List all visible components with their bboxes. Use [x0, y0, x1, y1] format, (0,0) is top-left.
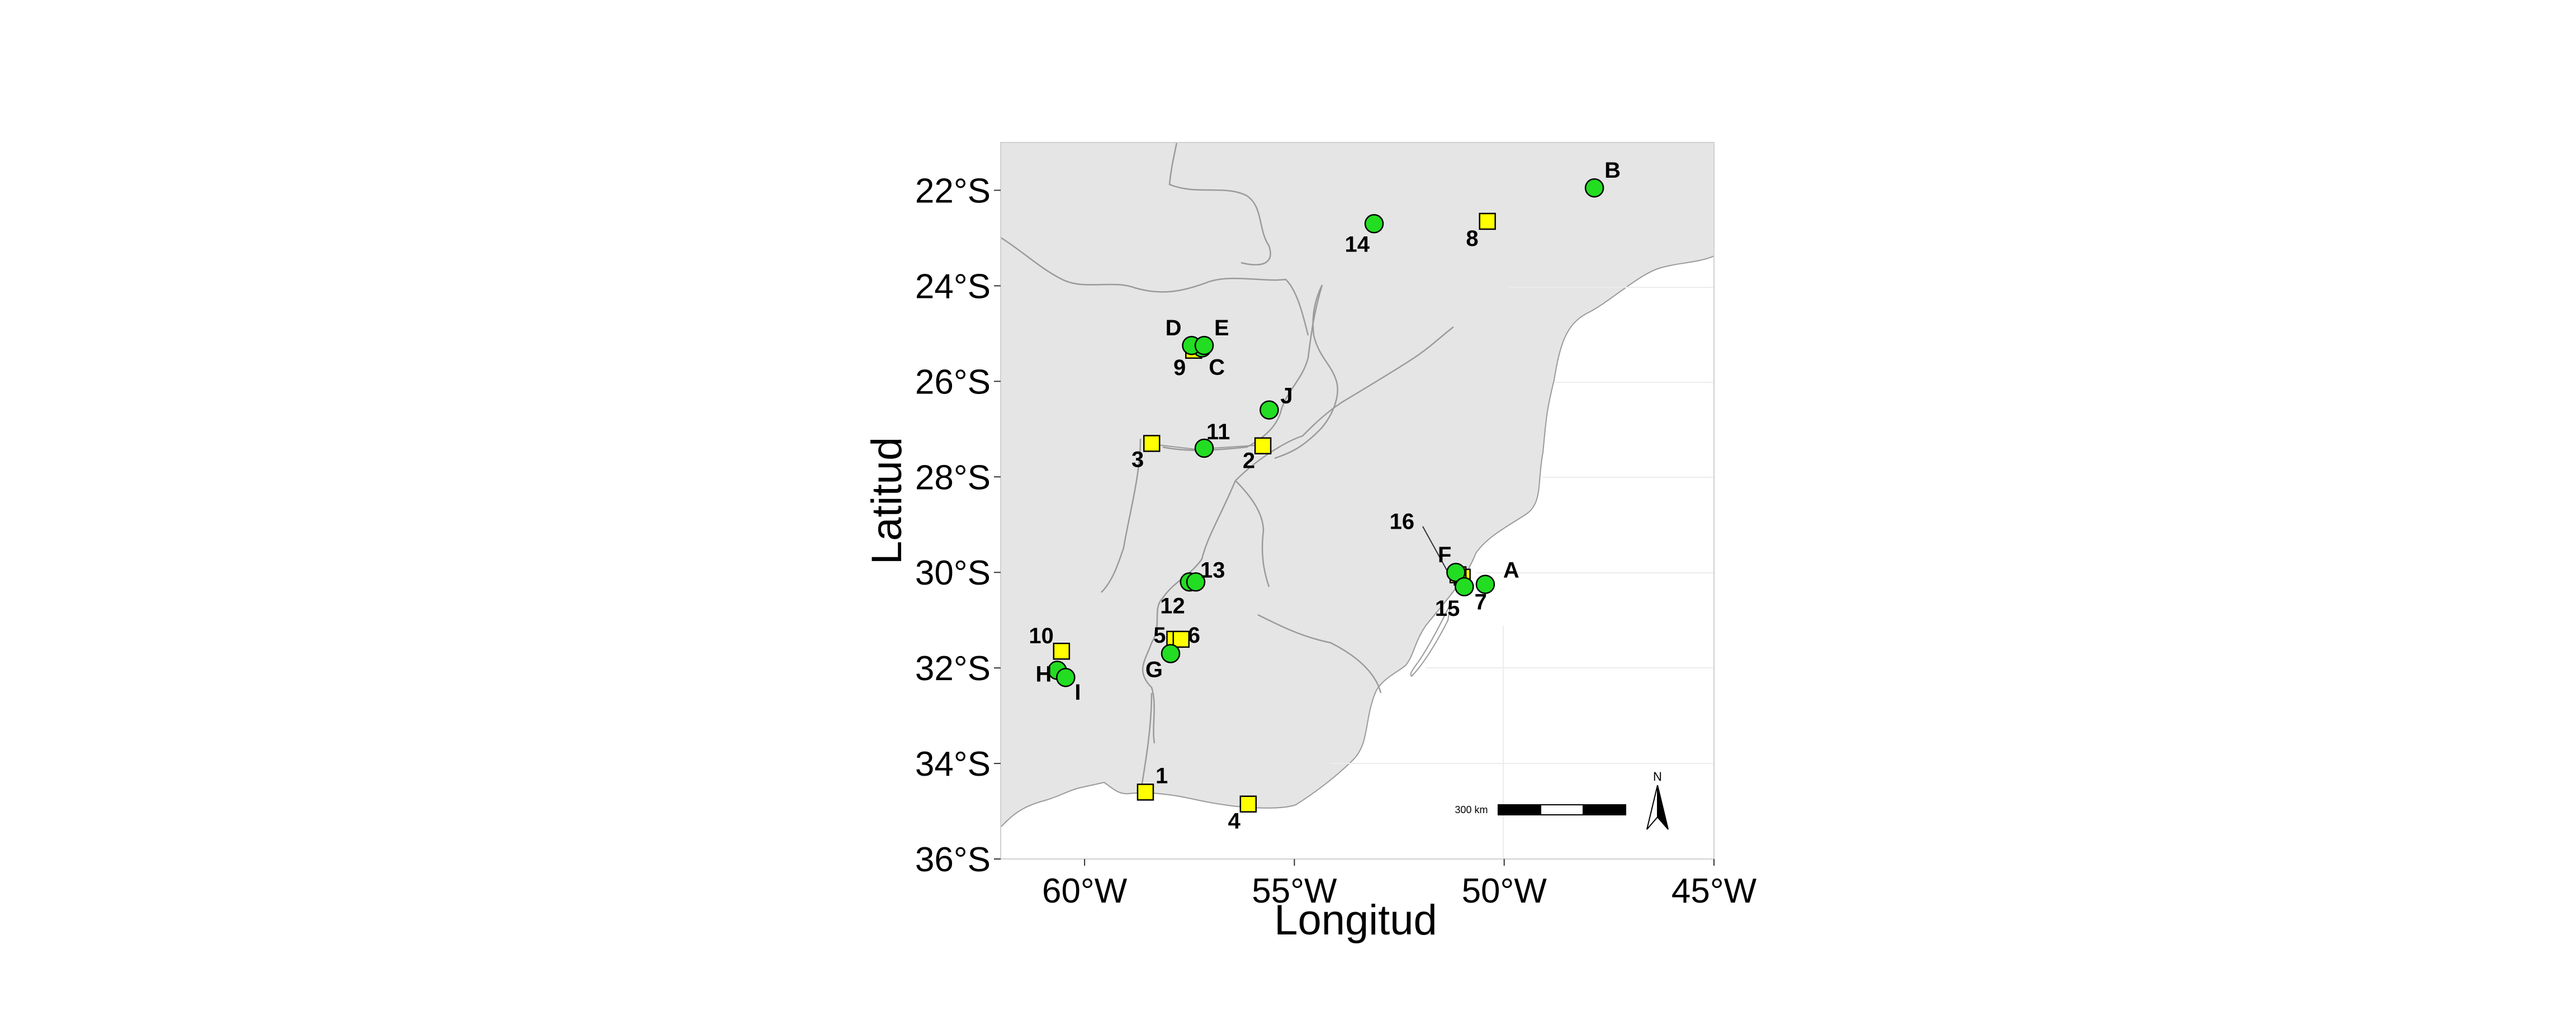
site-label: 5 [1153, 623, 1166, 648]
site-label: F [1438, 543, 1451, 567]
site-label: H [1035, 662, 1052, 686]
site-label: 14 [1345, 232, 1370, 257]
site-label: 12 [1160, 594, 1185, 618]
north-arrow: N [1646, 770, 1669, 830]
lon-tick-label: 55°W [1252, 872, 1337, 910]
lat-tick-label: 36°S [915, 841, 991, 879]
site-square-marker [1172, 630, 1190, 648]
scale-bar-seg-3 [1583, 804, 1626, 815]
site-label: 1 [1156, 763, 1168, 788]
site-circle-marker [1364, 214, 1384, 234]
site-circle-marker [1194, 335, 1214, 355]
lat-tick-label: 32°S [915, 649, 991, 688]
site-label: 7 [1475, 590, 1487, 615]
site-square-marker [1254, 437, 1272, 454]
lat-tick-label: 28°S [915, 458, 991, 497]
site-circle-marker [1259, 400, 1279, 420]
x-axis-title: Longitud [1274, 896, 1437, 944]
site-label: 2 [1243, 449, 1255, 473]
y-axis-title: Latitud [863, 437, 911, 564]
leader-16 [1422, 526, 1447, 571]
lat-tick-label: 22°S [915, 172, 991, 210]
site-circle-marker [1455, 577, 1474, 597]
site-label: 8 [1466, 226, 1478, 251]
lagoon [1410, 603, 1451, 677]
lat-tick-label: 30°S [915, 554, 991, 592]
scale-bar-seg-1 [1498, 804, 1541, 815]
lat-tick-label: 34°S [915, 745, 991, 784]
site-label: D [1166, 316, 1182, 340]
site-circle-marker [1446, 562, 1466, 582]
site-label: 6 [1188, 623, 1200, 648]
north-arrow-icon-dark [1657, 785, 1669, 830]
site-square-marker [1239, 795, 1257, 813]
site-label: 4 [1228, 809, 1241, 834]
site-circle-marker [1194, 438, 1214, 458]
graticule [1330, 256, 1714, 859]
site-label: I [1074, 680, 1081, 705]
lon-tick-label: 60°W [1042, 872, 1128, 910]
lon-tick-label: 45°W [1671, 872, 1757, 910]
lon-ticks: 60°W 55°W 50°W 45°W [1042, 859, 1757, 910]
site-square-marker [1479, 212, 1496, 230]
site-label: E [1214, 316, 1229, 340]
circle-sites [1048, 178, 1604, 687]
borders [1001, 143, 1454, 794]
panel-border [1000, 142, 1715, 860]
site-label: 10 [1029, 624, 1054, 648]
site-circle-marker [1056, 667, 1076, 687]
scale-bar-seg-2 [1540, 804, 1584, 815]
lat-tick-label: 24°S [915, 267, 991, 306]
site-label: 11 [1206, 420, 1230, 444]
site-circle-marker [1475, 575, 1495, 594]
site-label: J [1280, 384, 1292, 409]
site-circle-marker [1161, 644, 1181, 663]
site-square-marker [1053, 642, 1071, 660]
site-label: 3 [1131, 447, 1144, 472]
site-label: 13 [1200, 558, 1225, 582]
site-label: G [1145, 657, 1163, 682]
site-label: C [1209, 355, 1225, 380]
site-label: B [1604, 158, 1621, 183]
site-circle-marker [1584, 178, 1604, 198]
site-label: A [1503, 558, 1519, 583]
lon-tick-label: 50°W [1462, 872, 1547, 910]
site-label: 15 [1435, 596, 1460, 621]
lat-tick-label: 26°S [915, 363, 991, 401]
scale-bar: 300 km [1455, 804, 1626, 815]
site-label: 9 [1173, 355, 1186, 380]
north-arrow-label: N [1653, 770, 1662, 784]
site-circle-marker [1186, 572, 1206, 592]
lat-ticks: 22°S 24°S 26°S 28°S 30°S 32°S 34°S 36°S [915, 172, 1001, 879]
site-square-marker [1137, 784, 1154, 801]
scale-bar-label: 300 km [1455, 804, 1488, 815]
site-label: 16 [1390, 509, 1415, 534]
site-square-marker [1143, 435, 1161, 452]
